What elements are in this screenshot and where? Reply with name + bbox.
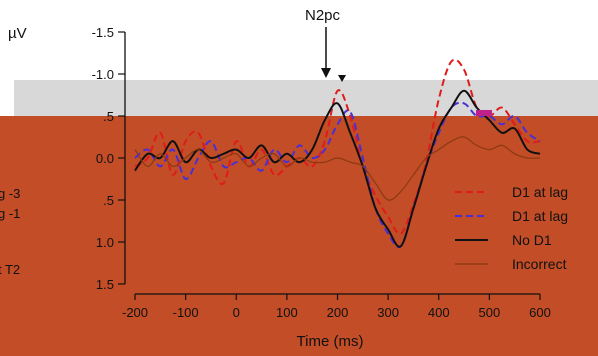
n2pc-annotation: N2pc xyxy=(305,7,341,24)
y-tick-label: 1.0 xyxy=(96,235,114,250)
side-label: g -1 xyxy=(0,206,20,221)
x-tick-label: -100 xyxy=(173,305,199,320)
x-tick-label: 500 xyxy=(479,305,501,320)
y-tick-label: -1.5 xyxy=(92,25,114,40)
n2pc-arrow-head xyxy=(321,68,331,78)
series-lines xyxy=(134,58,541,249)
side-labels: g -3 g -1 t T2 xyxy=(0,186,20,277)
y-tick-label: .5 xyxy=(103,109,114,124)
series-line xyxy=(134,89,541,248)
y-tick-labels: -1.5 -1.0 .5 0.0 .5 1.0 1.5 xyxy=(92,25,114,292)
x-tick-label: 200 xyxy=(327,305,349,320)
y-tick-label: 1.5 xyxy=(96,277,114,292)
legend-label: No D1 xyxy=(512,232,552,248)
side-label: t T2 xyxy=(0,262,20,277)
y-axis-ticks xyxy=(118,31,125,285)
y-tick-label: -1.0 xyxy=(92,67,114,82)
x-axis-title: Time (ms) xyxy=(297,333,364,350)
x-tick-label: -200 xyxy=(122,305,148,320)
y-tick-label: .5 xyxy=(103,193,114,208)
x-tick-label: 400 xyxy=(428,305,450,320)
series-line xyxy=(134,136,541,201)
series-line xyxy=(134,58,541,235)
side-label: g -3 xyxy=(0,186,20,201)
x-tick-label: 600 xyxy=(529,305,551,320)
legend-label: Incorrect xyxy=(512,256,567,272)
overlay-band xyxy=(14,80,598,116)
y-unit-label: µV xyxy=(8,25,27,42)
x-tick-label: 100 xyxy=(276,305,298,320)
magenta-marker xyxy=(476,110,492,116)
x-axis-ticks xyxy=(134,294,541,300)
legend: D1 at lag D1 at lag No D1 Incorrect xyxy=(455,184,568,272)
peak-marker xyxy=(338,75,346,82)
x-tick-label: 300 xyxy=(377,305,399,320)
chart-background xyxy=(0,116,598,356)
legend-label: D1 at lag xyxy=(512,184,568,200)
x-tick-labels: -200 -100 0 100 200 300 400 500 600 xyxy=(122,305,551,320)
y-tick-label: 0.0 xyxy=(96,151,114,166)
x-tick-label: 0 xyxy=(233,305,240,320)
legend-label: D1 at lag xyxy=(512,208,568,224)
